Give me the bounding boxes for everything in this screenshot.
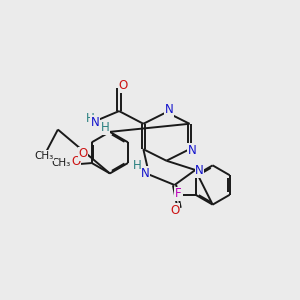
Text: N: N [165, 103, 174, 116]
Text: N: N [91, 116, 99, 129]
Text: O: O [118, 79, 128, 92]
Text: H: H [101, 121, 110, 134]
Text: O: O [170, 204, 180, 217]
Text: N: N [195, 164, 204, 177]
Text: H: H [86, 112, 94, 124]
Text: O: O [71, 155, 81, 168]
Text: N: N [141, 167, 149, 180]
Text: CH₃: CH₃ [34, 151, 54, 161]
Text: F: F [175, 187, 181, 200]
Text: N: N [188, 144, 197, 157]
Text: O: O [78, 147, 87, 160]
Text: CH₃: CH₃ [52, 158, 71, 168]
Text: H: H [133, 159, 142, 172]
